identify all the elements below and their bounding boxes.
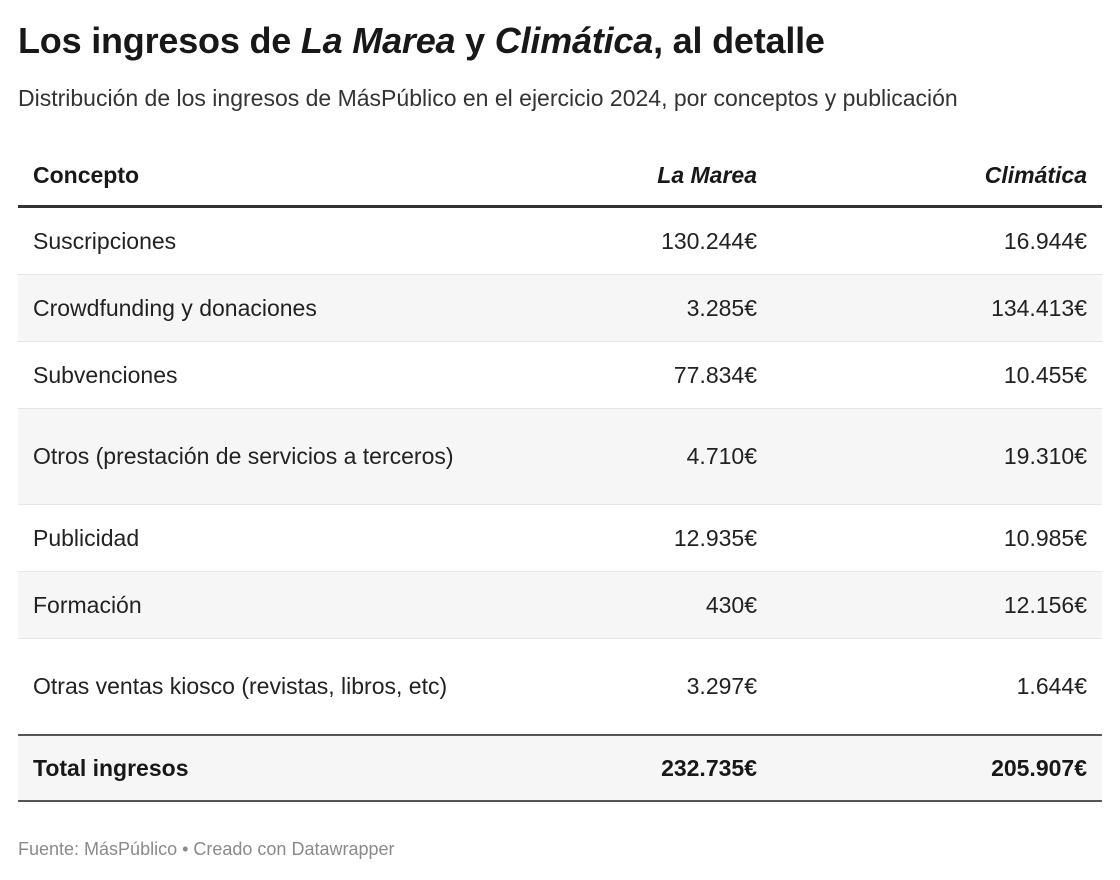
row-value-la-marea: 430€ bbox=[470, 571, 772, 639]
total-row: Total ingresos 232.735€ 205.907€ bbox=[18, 735, 1102, 802]
row-value-climatica: 134.413€ bbox=[772, 274, 1102, 342]
total-label: Total ingresos bbox=[18, 735, 470, 802]
table-row: Subvenciones 77.834€ 10.455€ bbox=[18, 341, 1102, 409]
row-value-climatica: 16.944€ bbox=[772, 206, 1102, 275]
row-concept: Otras ventas kiosco (revistas, libros, e… bbox=[18, 638, 470, 736]
chart-subtitle: Distribución de los ingresos de MásPúbli… bbox=[18, 85, 958, 111]
row-concept: Subvenciones bbox=[18, 341, 470, 409]
chart-container: Los ingresos de La Marea y Climática, al… bbox=[18, 0, 1102, 859]
table-row: Otros (prestación de servicios a tercero… bbox=[18, 408, 1102, 505]
table-row: Crowdfunding y donaciones 3.285€ 134.413… bbox=[18, 274, 1102, 342]
table-header-row: Concepto La Marea Climática bbox=[18, 145, 1102, 208]
source-footer: Fuente: MásPúblico • Creado con Datawrap… bbox=[18, 839, 395, 859]
row-value-climatica: 19.310€ bbox=[772, 408, 1102, 505]
total-value-climatica: 205.907€ bbox=[772, 735, 1102, 802]
income-table: Concepto La Marea Climática Suscripcione… bbox=[18, 145, 1102, 802]
row-value-la-marea: 12.935€ bbox=[470, 504, 772, 572]
row-value-la-marea: 3.297€ bbox=[470, 638, 772, 736]
row-concept: Suscripciones bbox=[18, 206, 470, 275]
row-concept: Crowdfunding y donaciones bbox=[18, 274, 470, 342]
row-value-la-marea: 130.244€ bbox=[470, 206, 772, 275]
row-concept: Formación bbox=[18, 571, 470, 639]
row-concept: Publicidad bbox=[18, 504, 470, 572]
total-value-la-marea: 232.735€ bbox=[470, 735, 772, 802]
row-value-climatica: 10.985€ bbox=[772, 504, 1102, 572]
table-row: Formación 430€ 12.156€ bbox=[18, 571, 1102, 639]
row-value-climatica: 10.455€ bbox=[772, 341, 1102, 409]
column-header-la-marea[interactable]: La Marea bbox=[470, 145, 772, 208]
row-value-la-marea: 4.710€ bbox=[470, 408, 772, 505]
table-row: Publicidad 12.935€ 10.985€ bbox=[18, 504, 1102, 572]
row-concept: Otros (prestación de servicios a tercero… bbox=[18, 408, 470, 505]
row-value-climatica: 12.156€ bbox=[772, 571, 1102, 639]
chart-title: Los ingresos de La Marea y Climática, al… bbox=[18, 20, 825, 61]
column-header-climatica[interactable]: Climática bbox=[772, 145, 1102, 208]
column-header-concepto[interactable]: Concepto bbox=[18, 145, 470, 208]
row-value-la-marea: 3.285€ bbox=[470, 274, 772, 342]
table-row: Otras ventas kiosco (revistas, libros, e… bbox=[18, 638, 1102, 736]
table-row: Suscripciones 130.244€ 16.944€ bbox=[18, 206, 1102, 275]
row-value-climatica: 1.644€ bbox=[772, 638, 1102, 736]
row-value-la-marea: 77.834€ bbox=[470, 341, 772, 409]
